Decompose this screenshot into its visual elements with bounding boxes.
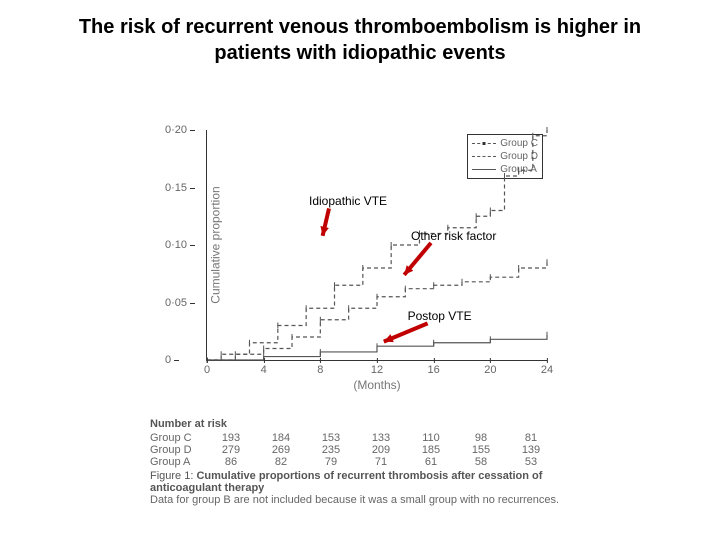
number-at-risk-table: Number at risk Group C193184153133110988…: [150, 418, 570, 468]
y-tick: 0: [165, 354, 171, 366]
x-tick: 20: [484, 364, 496, 376]
nar-cell: 98: [456, 432, 506, 444]
nar-cell: 153: [306, 432, 356, 444]
nar-cell: 193: [206, 432, 256, 444]
chart: Cumulative proportion (Months) Group CGr…: [150, 130, 550, 361]
x-tick: 8: [317, 364, 323, 376]
arrow-idio: [320, 208, 329, 235]
nar-cell: 139: [506, 444, 556, 456]
arrow-post: [384, 323, 428, 342]
caption-note: Data for group B are not included becaus…: [150, 494, 559, 506]
series-C: [207, 130, 547, 360]
nar-cell: 269: [256, 444, 306, 456]
nar-cell: 71: [356, 456, 406, 468]
nar-cell: 184: [256, 432, 306, 444]
arrow-other: [404, 243, 431, 275]
curves-svg: [207, 130, 547, 360]
nar-label: Group D: [150, 444, 206, 456]
x-tick: 4: [261, 364, 267, 376]
y-tick: 0·20: [165, 124, 187, 136]
nar-cell: 209: [356, 444, 406, 456]
nar-row: Group C1931841531331109881: [150, 432, 570, 444]
nar-cell: 79: [306, 456, 356, 468]
y-tick: 0·10: [165, 239, 187, 251]
nar-cell: 53: [506, 456, 556, 468]
caption-bold: Cumulative proportions of recurrent thro…: [150, 470, 542, 494]
slide-title: The risk of recurrent venous thromboembo…: [50, 14, 670, 66]
nar-cell: 110: [406, 432, 456, 444]
nar-cell: 235: [306, 444, 356, 456]
nar-label: Group C: [150, 432, 206, 444]
nar-title: Number at risk: [150, 418, 570, 430]
figure-caption: Figure 1: Cumulative proportions of recu…: [150, 470, 570, 506]
y-tick: 0·05: [165, 297, 187, 309]
nar-row: Group A86827971615853: [150, 456, 570, 468]
nar-cell: 58: [456, 456, 506, 468]
caption-lead: Figure 1:: [150, 470, 193, 482]
nar-cell: 155: [456, 444, 506, 456]
x-tick: 24: [541, 364, 553, 376]
nar-cell: 81: [506, 432, 556, 444]
annotation-other: Other risk factor: [411, 229, 496, 243]
x-tick: 16: [428, 364, 440, 376]
nar-cell: 133: [356, 432, 406, 444]
annotation-post: Postop VTE: [408, 309, 472, 323]
nar-cell: 279: [206, 444, 256, 456]
nar-cell: 86: [206, 456, 256, 468]
x-tick: 12: [371, 364, 383, 376]
x-axis-label: (Months): [353, 378, 400, 392]
annotation-idio: Idiopathic VTE: [309, 194, 387, 208]
nar-cell: 185: [406, 444, 456, 456]
y-tick: 0·15: [165, 182, 187, 194]
nar-cell: 82: [256, 456, 306, 468]
nar-row: Group D279269235209185155139: [150, 444, 570, 456]
plot-area: Cumulative proportion (Months) Group CGr…: [206, 130, 547, 361]
nar-label: Group A: [150, 456, 206, 468]
x-tick: 0: [204, 364, 210, 376]
nar-cell: 61: [406, 456, 456, 468]
